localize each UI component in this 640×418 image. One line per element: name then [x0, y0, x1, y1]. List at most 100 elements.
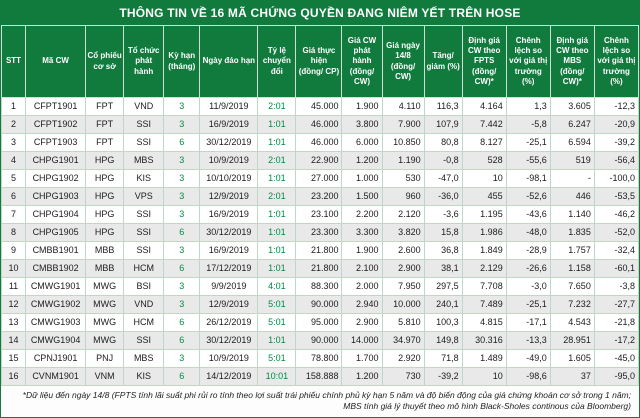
table-cell: -45,0: [593, 349, 639, 368]
table-cell: 21.800: [295, 259, 343, 278]
table-row: 3 CFPT1903 FPT SSI 6 30/12/2019 1:01 46.000 6.00…: [1, 133, 639, 152]
table-cell: 3.605: [549, 97, 595, 116]
table-cell: 7.232: [549, 295, 595, 314]
table-cell: -39,2: [423, 367, 463, 386]
table-cell: -56,4: [593, 151, 639, 170]
table-cell: -: [549, 169, 595, 188]
table-cell: CHPG1904: [25, 205, 87, 224]
table-cell: VND: [123, 295, 165, 314]
table-row: 7 CHPG1904 HPG SSI 3 16/9/2019 1:01 23.100 2.200…: [1, 205, 639, 224]
table-cell: 3: [163, 349, 201, 368]
table-row: 2 CFPT1902 FPT SSI 3 16/9/2019 1:01 46.000 3.800…: [1, 115, 639, 134]
table-cell: 9: [1, 241, 27, 260]
table-cell: 2.600: [381, 241, 425, 260]
table-cell: 27.000: [295, 169, 343, 188]
table-cell: 2.120: [381, 205, 425, 224]
table-cell: VPS: [123, 187, 165, 206]
table-cell: 38,1: [423, 259, 463, 278]
table-cell: 30/12/2019: [199, 331, 259, 350]
table-cell: 15,8: [423, 223, 463, 242]
table-cell: SSI: [123, 223, 165, 242]
table-cell: HPG: [85, 205, 125, 224]
table-cell: MBB: [85, 241, 125, 260]
table-cell: 37: [549, 367, 595, 386]
table-cell: 36,8: [423, 241, 463, 260]
table-cell: 21.800: [295, 241, 343, 260]
table-cell: 530: [381, 169, 425, 188]
table-cell: 88.300: [295, 277, 343, 296]
table-cell: 4.110: [381, 97, 425, 116]
table-cell: -95,0: [593, 367, 639, 386]
table-cell: CMWG1901: [25, 277, 87, 296]
table-cell: CHPG1901: [25, 151, 87, 170]
cw-table-body: 1 CFPT1901 FPT VND 3 11/9/2019 2:01 45.000 1.900…: [1, 97, 639, 386]
footnote-line-1: *Dữ liệu đến ngày 14/8 (FPTS tính lãi su…: [22, 390, 631, 400]
table-cell: HCM: [123, 259, 165, 278]
table-cell: 30/12/2019: [199, 133, 259, 152]
table-cell: 960: [381, 187, 425, 206]
table-cell: 11: [1, 277, 27, 296]
table-cell: 4:01: [257, 277, 297, 296]
table-cell: 3: [163, 277, 201, 296]
table-cell: MWG: [85, 277, 125, 296]
table-cell: 30.316: [461, 331, 507, 350]
table-cell: -26,6: [505, 259, 551, 278]
table-row: 12 CMWG1902 MWG VND 3 12/9/2019 5:01 90.000 2.94…: [1, 295, 639, 314]
table-cell: -55,6: [505, 151, 551, 170]
table-cell: 1.900: [341, 97, 383, 116]
table-cell: -60,1: [593, 259, 639, 278]
table-cell: SSI: [123, 241, 165, 260]
cw-table: STT Mã CW Cổ phiếu cơ sở Tổ chức phát hành K…: [1, 25, 639, 386]
table-cell: 12/9/2019: [199, 295, 259, 314]
table-cell: 16/9/2019: [199, 115, 259, 134]
table-cell: KIS: [123, 367, 165, 386]
cw-table-head: STT Mã CW Cổ phiếu cơ sở Tổ chức phát hành K…: [1, 25, 639, 98]
table-cell: 3: [163, 169, 201, 188]
table-cell: 3: [163, 187, 201, 206]
table-cell: 22.900: [295, 151, 343, 170]
table-cell: 95.000: [295, 313, 343, 332]
table-cell: MBS: [123, 349, 165, 368]
table-cell: 107,9: [423, 115, 463, 134]
table-cell: CHPG1903: [25, 187, 87, 206]
column-header: Kỳ hạn (tháng): [163, 25, 201, 98]
table-row: 4 CHPG1901 HPG MBS 3 10/9/2019 2:01 22.900 1.200…: [1, 151, 639, 170]
column-header: Cổ phiếu cơ sở: [85, 25, 125, 98]
table-cell: CFPT1901: [25, 97, 87, 116]
table-cell: 90.000: [295, 331, 343, 350]
table-cell: SSI: [123, 205, 165, 224]
table-cell: 10/9/2019: [199, 349, 259, 368]
table-cell: 23.200: [295, 187, 343, 206]
table-cell: 46.000: [295, 133, 343, 152]
table-cell: 1.200: [341, 367, 383, 386]
table-cell: 2: [1, 115, 27, 134]
table-cell: 5:01: [257, 349, 297, 368]
table-cell: 7.442: [461, 115, 507, 134]
table-cell: 17/12/2019: [199, 259, 259, 278]
column-header: Định giá CW theo MBS (đồng/ CW)*: [549, 25, 595, 98]
table-cell: 446: [549, 187, 595, 206]
table-cell: 1: [1, 97, 27, 116]
table-cell: -52,0: [593, 223, 639, 242]
table-cell: -47,0: [423, 169, 463, 188]
table-cell: SSI: [123, 115, 165, 134]
table-cell: 3: [163, 205, 201, 224]
table-cell: 4.543: [549, 313, 595, 332]
table-cell: 3: [163, 115, 201, 134]
table-cell: 6: [163, 313, 201, 332]
table-cell: FPT: [85, 97, 125, 116]
table-cell: -3,8: [593, 277, 639, 296]
column-header: Giá CW phát hành (đồng/ CW): [341, 25, 383, 98]
table-cell: -48,0: [505, 223, 551, 242]
table-row: 6 CHPG1903 HPG VPS 3 12/9/2019 2:01 23.200 1.500…: [1, 187, 639, 206]
table-cell: 1:01: [257, 169, 297, 188]
table-cell: 1,3: [505, 97, 551, 116]
table-cell: 2.920: [381, 349, 425, 368]
table-row: 1 CFPT1901 FPT VND 3 11/9/2019 2:01 45.000 1.900…: [1, 97, 639, 116]
table-cell: 6: [163, 331, 201, 350]
table-cell: 297,5: [423, 277, 463, 296]
table-cell: 1:01: [257, 259, 297, 278]
table-cell: CHPG1902: [25, 169, 87, 188]
table-cell: MWG: [85, 295, 125, 314]
table-cell: CPNJ1901: [25, 349, 87, 368]
